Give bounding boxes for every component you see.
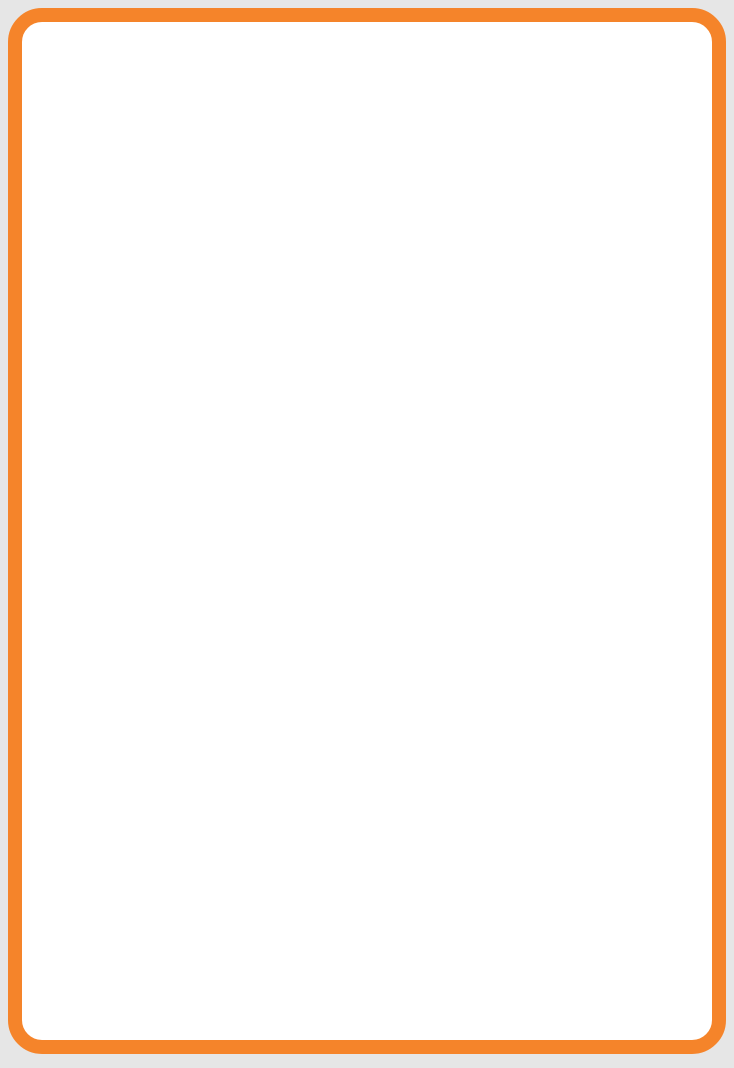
fair-market-ratio-table: 재산세 공정시장가액 비율 주택가격 다주택자 1주택자 3억 이하 60%	[44, 430, 336, 657]
poster-inner-panel: Better life eonsu 외국인 소유 1세대 1주택	[22, 22, 712, 1040]
table-fair-market: 주택가격 다주택자 1주택자 3억 이하 60% 43% 6억 이하	[44, 466, 336, 657]
logo-sun-icon	[98, 55, 111, 68]
cell-tax-base: ~ 3억원 이하	[347, 596, 517, 636]
conditions-panel: 특 례 조 건 ①매년 6월 1일 현재, 1세대 1주택인 외국인 ②내국인과…	[44, 277, 690, 417]
table-row: ~ 1억5천만원 이하 0.15% 0.1%	[347, 553, 687, 593]
cell-single-owner: 0.2%	[609, 596, 687, 636]
cell-price: 6억 이하	[47, 559, 144, 605]
info-row-application-period: 신청 기간 2026. 4. 1. ~ 2026. 6. 30.	[44, 736, 690, 776]
col-multi-owner: 다주택자	[146, 469, 244, 507]
cell-tax-base: ~ 1억5천만원 이하	[347, 553, 517, 593]
tax-rate-heading: 재산세 세율	[344, 430, 690, 466]
bush-icon	[88, 901, 136, 927]
page-title-rest: 안내	[467, 160, 558, 210]
info-value: 연수구 제2청사 송도세무과 송도재산세팀 032-749-7470	[192, 836, 690, 876]
tax-rate-table: 재산세 세율 과세표준 다주택자 1주택자 6천만원 이하 0.1%	[344, 430, 690, 725]
coin-icon	[110, 1001, 184, 1040]
emblem-name-en: YEONSU-GU	[364, 989, 445, 1004]
cell-price: 3억 이하	[47, 510, 144, 556]
cell-multi-owner: 0.15%	[519, 553, 607, 593]
col-tax-base: 과세표준	[347, 469, 517, 507]
bush-icon	[28, 897, 84, 927]
page-title-line2: 재산세 특례 적용 안내	[22, 150, 712, 212]
cell-single-owner: 0.4%	[609, 682, 687, 722]
cell-tax-base: 5억4천만원 초과	[347, 682, 517, 722]
subtitle-line1: 외국인 소유 주택의 경우 원칙은 재산세 특례 적용 제외 대상이지만,	[159, 223, 576, 240]
col-multi-owner: 다주택자	[519, 469, 607, 507]
info-label: 문의처	[44, 836, 184, 876]
coin-icon	[26, 947, 98, 1019]
table-row: ~ 5억4천만원 이하 0.4% 0.35%	[347, 639, 687, 722]
info-label: 신청 방법	[44, 786, 184, 826]
yeonsu-gu-emblem: 연수구 YEONSU-GU	[292, 960, 462, 1016]
cell-single-owner: 0.05%	[609, 510, 687, 550]
cell-single-owner: 0.35%	[609, 639, 687, 679]
table-row: ~ 3억원 이하 0.25% 0.2%	[347, 596, 687, 636]
subtitle-line2: 아래 특례조건 ①, ②에 모두 해당하는 경우 1세대 1주택 특례 적용이 …	[104, 249, 631, 268]
table-header-row: 과세표준 다주택자 1주택자	[347, 469, 687, 507]
table-row: 3억 이하 60% 43%	[47, 510, 333, 654]
info-label: 신청 기간	[44, 736, 184, 776]
info-value: 2026. 4. 1. ~ 2026. 6. 30.	[192, 736, 690, 776]
contact-phone[interactable]: 032-749-7470	[541, 846, 635, 865]
cell-multi-owner: 0.25%	[519, 596, 607, 636]
fair-market-heading: 재산세 공정시장가액 비율	[44, 430, 336, 466]
contact-office: 연수구 제2청사 송도세무과 송도재산세팀	[247, 848, 516, 868]
condition-2-suffix: (혼인관계증명서 제출)	[371, 378, 541, 399]
col-single-owner: 1주택자	[609, 469, 687, 507]
condition-2-prefix: ②	[194, 378, 211, 399]
table-tax-rate: 과세표준 다주택자 1주택자 6천만원 이하 0.1% 0.05% ~ 1억5천…	[344, 466, 690, 725]
yeonsu-logo: Better life eonsu	[36, 36, 196, 92]
cell-price: 6억 초과	[47, 608, 144, 654]
table-row: 6천만원 이하 0.1% 0.05%	[347, 510, 687, 550]
leaf-icon	[578, 931, 612, 953]
condition-item-2: ②내국인과 혼인한 경우(혼인관계증명서 제출)	[44, 373, 690, 400]
phone-icon	[520, 845, 537, 867]
info-row-contact: 문의처 연수구 제2청사 송도세무과 송도재산세팀 032-749-7470	[44, 836, 690, 876]
coin-icon	[610, 955, 688, 1033]
info-row-application-method: 신청 방법 전화 또는 방문 (연수구 제2청사 송도세무과)	[44, 786, 690, 826]
page-title-line1: 외국인 소유 1세대 1주택	[174, 111, 561, 155]
conditions-heading: 특 례 조 건	[44, 277, 690, 317]
table-row: 5억4천만원 초과 0.4%	[347, 682, 687, 722]
emblem-mark-icon	[294, 969, 350, 1012]
info-value: 전화 또는 방문 (연수구 제2청사 송도세무과)	[192, 786, 690, 826]
cell-single-owner: 44%	[246, 559, 333, 605]
table-header-row: 주택가격 다주택자 1주택자	[47, 469, 333, 507]
cell-multi-owner-merged: 0.4%	[519, 639, 607, 722]
cell-tax-base: 6천만원 이하	[347, 510, 517, 550]
cell-single-owner: 45%	[246, 608, 333, 654]
cell-single-owner: 0.1%	[609, 553, 687, 593]
logo-swoosh	[40, 81, 182, 91]
col-price: 주택가격	[47, 469, 144, 507]
cell-single-owner: 43%	[246, 510, 333, 556]
cell-multi-owner: 0.1%	[519, 510, 607, 550]
condition-item-1: ①매년 6월 1일 현재, 1세대 1주택인 외국인	[204, 334, 530, 355]
condition-2-accent: 내국인과 혼인한 경우	[210, 378, 373, 399]
cell-tax-base: ~ 5억4천만원 이하	[347, 639, 517, 679]
page-title-accent: 재산세 특례 적용	[177, 160, 469, 210]
col-single-owner: 1주택자	[246, 469, 333, 507]
cell-multi-owner-merged: 60%	[146, 510, 244, 654]
